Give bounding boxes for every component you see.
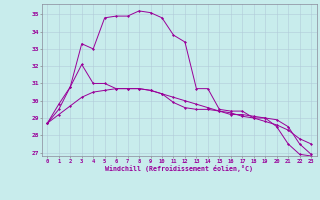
X-axis label: Windchill (Refroidissement éolien,°C): Windchill (Refroidissement éolien,°C) (105, 165, 253, 172)
